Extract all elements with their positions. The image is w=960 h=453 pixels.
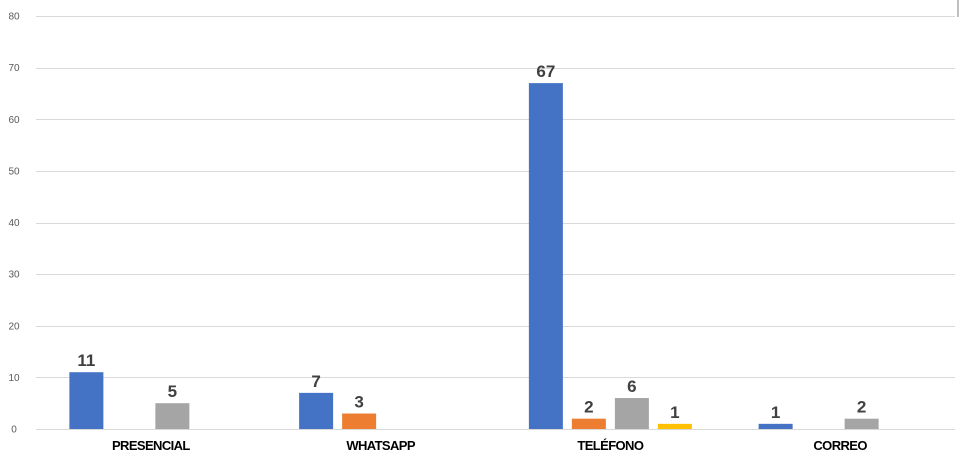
- category-label: CORREO: [813, 438, 867, 453]
- edge-mark: [957, 0, 959, 17]
- y-tick-label: 70: [8, 63, 20, 74]
- data-label: 67: [536, 62, 555, 81]
- y-tick-label: 50: [8, 166, 20, 177]
- bar: [844, 418, 879, 429]
- bar: [69, 372, 104, 429]
- y-axis-tick-labels: 0 10 20 30 40 50 60 70 80: [8, 12, 20, 436]
- category-label: WHATSAPP: [346, 438, 416, 453]
- bar: [299, 392, 334, 429]
- data-label: 1: [771, 403, 780, 422]
- y-tick-label: 80: [8, 12, 20, 23]
- data-label: 6: [627, 377, 636, 396]
- category-labels: PRESENCIAL WHATSAPP TELÉFONO CORREO: [112, 438, 868, 453]
- data-label: 7: [311, 372, 320, 391]
- y-tick-label: 10: [8, 373, 20, 384]
- bar: [342, 413, 377, 429]
- bar: [155, 403, 190, 429]
- y-tick-label: 60: [8, 115, 20, 126]
- y-tick-label: 40: [8, 218, 20, 229]
- y-tick-label: 0: [11, 425, 17, 436]
- data-label: 11: [77, 351, 95, 370]
- category-label: PRESENCIAL: [112, 438, 190, 453]
- bars: [69, 83, 879, 430]
- y-tick-label: 30: [8, 270, 20, 281]
- bar: [758, 423, 793, 429]
- bar: [657, 423, 692, 429]
- gridlines: [36, 16, 955, 430]
- data-label: 2: [584, 398, 593, 417]
- data-label: 5: [168, 382, 177, 401]
- bar: [528, 83, 563, 430]
- category-label: TELÉFONO: [577, 438, 643, 453]
- data-label: 2: [857, 398, 866, 417]
- data-label: 3: [354, 393, 363, 412]
- bar: [614, 398, 649, 429]
- data-label: 1: [670, 403, 679, 422]
- bar: [571, 418, 606, 429]
- y-tick-label: 20: [8, 321, 20, 332]
